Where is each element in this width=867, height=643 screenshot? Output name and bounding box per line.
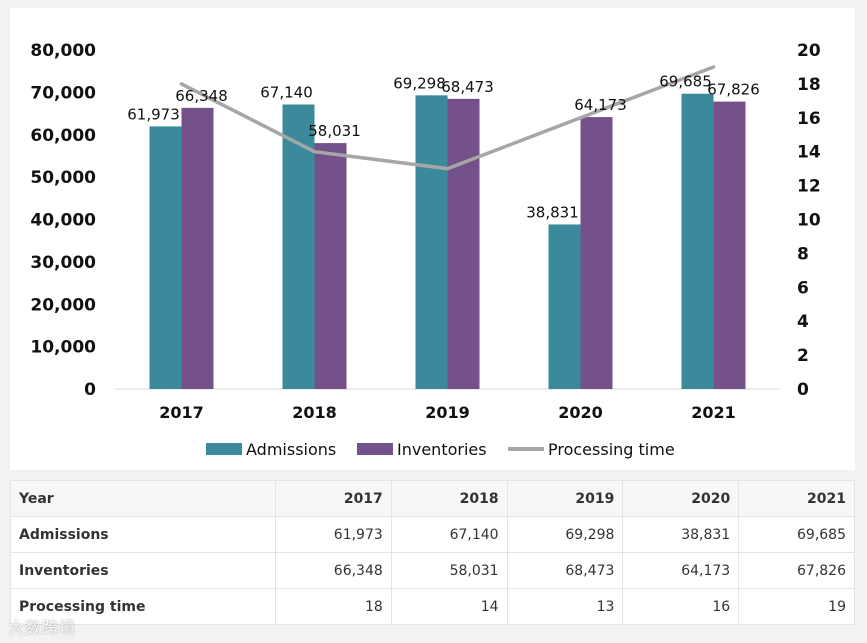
table-cell: 61,973 xyxy=(275,516,392,553)
row-label: Inventories xyxy=(10,552,276,589)
y-left-tick-label: 60,000 xyxy=(30,126,96,146)
bar-inventories xyxy=(181,107,214,390)
bar-admissions xyxy=(282,104,315,389)
x-tick-label: 2019 xyxy=(425,403,470,422)
table-row-admissions: Admissions 61,973 67,140 69,298 38,831 6… xyxy=(10,516,855,553)
y-right-tick-label: 16 xyxy=(797,109,821,129)
table-row-processing-time: Processing time 18 14 13 16 19 xyxy=(10,588,855,625)
y-left-tick-label: 0 xyxy=(84,380,96,400)
table-cell: 68,473 xyxy=(506,552,624,589)
y-right-tick-label: 14 xyxy=(797,143,821,163)
table-cell: 18 xyxy=(275,588,392,625)
data-label-inventories: 66,348 xyxy=(175,87,228,105)
table-cell: 67,826 xyxy=(738,552,855,589)
y-left-tick-label: 40,000 xyxy=(30,211,96,231)
x-tick-label: 2017 xyxy=(159,403,204,422)
table-cell: 69,685 xyxy=(738,516,855,553)
y-right-tick-label: 8 xyxy=(797,244,809,264)
bar-inventories xyxy=(713,101,746,389)
y-right-tick-label: 6 xyxy=(797,278,809,298)
y-right-tick-label: 0 xyxy=(797,380,809,400)
legend-swatch xyxy=(206,443,242,455)
y-right-tick-label: 10 xyxy=(797,211,821,231)
y-right-tick-label: 2 xyxy=(797,346,809,366)
data-table: Year 2017 2018 2019 2020 2021 Admissions… xyxy=(10,480,855,625)
table-cell: 13 xyxy=(506,588,624,625)
table-cell: 67,140 xyxy=(390,516,508,553)
table-header-row: Year 2017 2018 2019 2020 2021 xyxy=(10,480,855,517)
legend-swatch xyxy=(357,443,393,455)
x-tick-label: 2020 xyxy=(558,403,603,422)
legend-label: Processing time xyxy=(548,440,675,459)
bar-admissions xyxy=(681,93,714,390)
data-label-admissions: 61,973 xyxy=(127,105,180,123)
table-cell: 19 xyxy=(738,588,855,625)
bar-admissions xyxy=(149,126,182,390)
table-cell: 69,298 xyxy=(506,516,624,553)
y-right-tick-label: 18 xyxy=(797,75,821,95)
data-label-inventories: 58,031 xyxy=(308,122,361,140)
combo-chart: 0 10,000 20,000 30,000 40,000 50,000 60,000 70,… xyxy=(30,41,821,459)
table-row-inventories: Inventories 66,348 58,031 68,473 64,173 … xyxy=(10,552,855,589)
table-header-year: Year xyxy=(10,480,276,517)
table-cell: 16 xyxy=(622,588,740,625)
legend-label: Inventories xyxy=(397,440,487,459)
y-right-tick-label: 12 xyxy=(797,177,821,197)
y-left-tick-label: 20,000 xyxy=(30,295,96,315)
table-cell: 58,031 xyxy=(390,552,508,589)
bar-inventories xyxy=(447,98,480,389)
data-label-admissions: 67,140 xyxy=(260,83,313,101)
table-cell: 38,831 xyxy=(622,516,740,553)
legend-label: Admissions xyxy=(246,440,336,459)
table-cell: 14 xyxy=(390,588,508,625)
x-tick-label: 2018 xyxy=(292,403,337,422)
data-label-admissions: 69,685 xyxy=(659,73,712,91)
y-left-tick-label: 50,000 xyxy=(30,168,96,188)
data-label-inventories: 67,826 xyxy=(707,81,760,99)
chart-panel: 0 10,000 20,000 30,000 40,000 50,000 60,000 70,… xyxy=(10,8,855,470)
table-header-2019: 2019 xyxy=(506,480,624,517)
table-header-2021: 2021 xyxy=(738,480,855,517)
row-label: Admissions xyxy=(10,516,276,553)
row-label: Processing time xyxy=(10,588,276,625)
bar-inventories xyxy=(580,117,613,390)
y-left-tick-label: 80,000 xyxy=(30,41,96,61)
y-right-tick-label: 4 xyxy=(797,312,809,332)
data-label-admissions: 38,831 xyxy=(526,203,579,221)
table-header-2018: 2018 xyxy=(390,480,508,517)
table-cell: 66,348 xyxy=(275,552,392,589)
data-label-admissions: 69,298 xyxy=(393,74,446,92)
table-header-2017: 2017 xyxy=(275,480,392,517)
watermark: 大数跨境 xyxy=(8,618,77,637)
data-label-inventories: 64,173 xyxy=(574,96,627,114)
bar-admissions xyxy=(415,95,448,389)
y-left-tick-label: 70,000 xyxy=(30,83,96,103)
x-tick-label: 2021 xyxy=(691,403,736,422)
table-cell: 64,173 xyxy=(622,552,740,589)
data-label-inventories: 68,473 xyxy=(441,78,494,96)
bar-inventories xyxy=(314,143,347,389)
y-left-tick-label: 30,000 xyxy=(30,253,96,273)
table-header-2020: 2020 xyxy=(622,480,740,517)
y-left-tick-label: 10,000 xyxy=(30,338,96,358)
bar-admissions xyxy=(548,224,581,389)
y-right-tick-label: 20 xyxy=(797,41,821,61)
